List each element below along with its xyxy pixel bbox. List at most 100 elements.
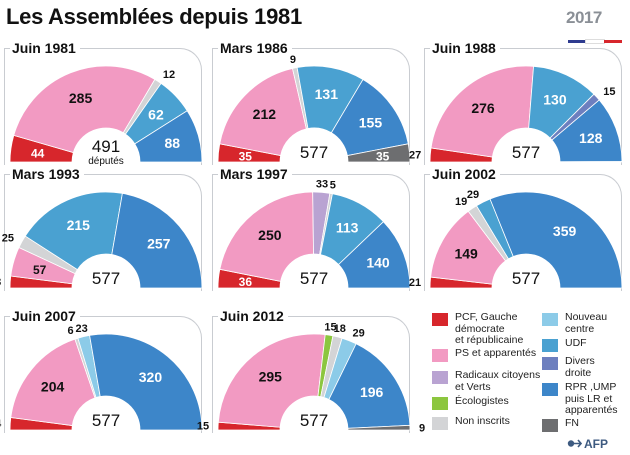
seat-count-label: 130 (543, 91, 567, 107)
legend-label: Divers droite (565, 355, 595, 379)
flag-stripe (604, 40, 622, 43)
chart-legend: PCF, Gauche démocrate et républicaine PS … (432, 310, 628, 440)
total-seats: 577 (300, 411, 328, 430)
legend-item-pcf: PCF, Gauche démocrate et républicaine (432, 311, 524, 347)
brand-year: 2017 (566, 8, 602, 27)
panel-frame (4, 48, 202, 165)
legend-item-nc: Nouveau centre (542, 311, 608, 335)
legend-item-rpr: RPR ,UMP puis LR et apparentés (542, 381, 618, 417)
seat-count-label: 149 (454, 246, 478, 262)
flag-stripe (568, 40, 586, 43)
assembly-chart-panel: Mars 1993 23 57 25 215 257 577 (0, 166, 203, 294)
seat-count-label: 257 (147, 236, 171, 252)
half-donut-chart: 23 57 25 215 257 577 (0, 191, 203, 288)
chart-title: Juin 1988 (430, 40, 500, 56)
assembly-chart-panel: Mars 1997 36 250 33 5 113 140 577 (212, 166, 411, 294)
segment-ps (219, 67, 307, 157)
seat-count-label: 128 (579, 130, 603, 146)
total-seats: 577 (92, 269, 120, 288)
legend-item-fn: FN (542, 417, 579, 432)
donut-hole (73, 129, 139, 162)
legend-label: Radicaux citoyens et Verts (455, 369, 541, 393)
seat-count-label: 88 (164, 135, 180, 151)
segment-ps (217, 333, 326, 428)
seat-count-label: 196 (360, 384, 384, 400)
donut-hole (493, 129, 559, 162)
seat-count-label: 212 (253, 106, 277, 122)
seat-count-label: 15 (197, 421, 209, 433)
total-seats: 577 (300, 269, 328, 288)
panel-frame (4, 316, 202, 433)
seat-count-label: 24 (0, 418, 2, 430)
seat-count-label: 131 (315, 86, 339, 102)
total-seats: 577 (300, 143, 328, 162)
segment-ps (13, 65, 156, 154)
segment-fn (347, 424, 411, 431)
panel-frame (424, 48, 622, 165)
seat-count-label: 25 (2, 232, 14, 244)
flag-stripe (585, 39, 605, 44)
seat-count-label: 359 (553, 223, 577, 239)
total-seats: 577 (512, 143, 540, 162)
legend-swatch (432, 371, 448, 384)
seat-count-label: 250 (258, 227, 282, 243)
assembly-chart-panel: Juin 2007 24 204 623 320 577 (0, 308, 203, 436)
seat-count-label: 19 (455, 196, 467, 208)
assembly-chart-panel: Juin 2002 21 149 19 29 359 577 (409, 166, 623, 294)
half-donut-chart: 35 212 9 131 155 35 577 (217, 54, 411, 163)
seat-count-label: 215 (67, 217, 91, 233)
seat-count-label: 36 (239, 275, 253, 289)
panel-frame (212, 48, 410, 165)
legend-swatch (432, 313, 448, 326)
legend-swatch (432, 397, 448, 410)
donut-hole (281, 397, 347, 430)
donut-hole (281, 129, 347, 162)
chart-title: Mars 1997 (218, 166, 292, 182)
seat-count-label: 285 (69, 90, 93, 106)
panel-frame (424, 174, 622, 291)
afp-logo-icon (566, 437, 583, 450)
seat-count-label: 15 (603, 86, 615, 98)
legend-label: PS et apparentés (455, 347, 537, 359)
legend-label: UDF (565, 337, 587, 349)
segment-ps (430, 65, 535, 158)
chart-title: Juin 1981 (10, 40, 80, 56)
credit-afp: AFP (584, 437, 608, 451)
chart-title: Mars 1986 (218, 40, 292, 56)
legend-label: PCF, Gauche démocrate et républicaine (455, 311, 524, 346)
seat-count-label: 44 (31, 146, 45, 160)
segment-rpr (89, 333, 203, 431)
legend-item-udf: UDF (542, 337, 587, 352)
chart-title: Mars 1993 (10, 166, 84, 182)
assembly-chart-panel: Juin 1981 44 285 12 62 88 491 députés (4, 40, 203, 168)
total-seats: 577 (512, 269, 540, 288)
seat-count-label: 113 (336, 219, 359, 235)
seat-count-label: 29 (467, 189, 479, 201)
seat-count-label: 320 (139, 369, 163, 385)
half-donut-chart: 36 250 33 5 113 140 577 (217, 178, 411, 289)
legend-label: Non inscrits (455, 415, 510, 427)
legend-item-eco: Écologistes (432, 395, 509, 410)
legend-swatch (542, 383, 558, 396)
segment-fn (559, 161, 623, 163)
donut-hole (73, 397, 139, 430)
segment-ps (219, 191, 314, 282)
segment-rpr (338, 221, 411, 289)
legend-label: RPR ,UMP puis LR et apparentés (565, 381, 618, 416)
seat-count-label: 12 (163, 69, 175, 81)
legend-swatch (542, 357, 558, 370)
legend-label: Écologistes (455, 395, 509, 407)
donut-hole (281, 255, 347, 288)
seat-count-label: 204 (41, 378, 65, 394)
legend-label: Nouveau centre (565, 311, 608, 335)
segment-ps (10, 338, 96, 427)
total-seats-unit: députés (88, 156, 124, 167)
seat-count-label: 295 (259, 369, 283, 385)
legend-item-ni: Non inscrits (432, 415, 510, 430)
legend-swatch (542, 339, 558, 352)
seat-count-label: 35 (376, 149, 390, 163)
segment-rpr (328, 343, 411, 429)
seat-count-label: 29 (353, 327, 365, 339)
